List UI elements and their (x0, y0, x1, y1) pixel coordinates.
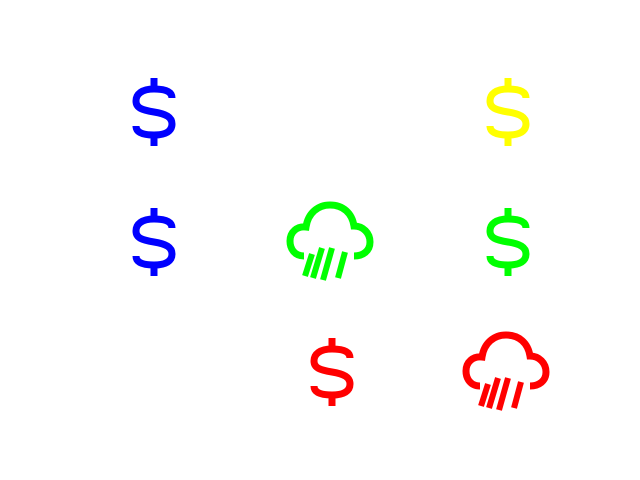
dollar-sign-icon (482, 206, 534, 278)
cloud-rain-icon (286, 200, 374, 286)
dollar-sign-icon (482, 76, 534, 148)
dollar-sign-icon (128, 206, 180, 278)
dollar-sign-icon (306, 336, 358, 408)
dollar-sign-icon (128, 76, 180, 148)
cloud-rain-icon (462, 330, 550, 416)
